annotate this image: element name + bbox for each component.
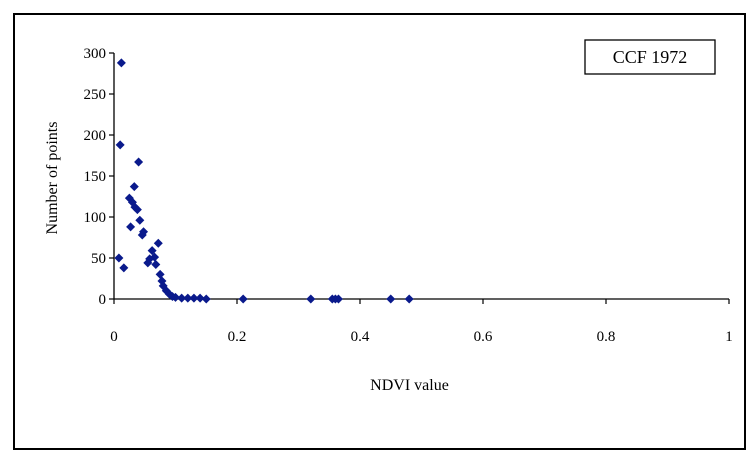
y-tick-label: 300 — [84, 46, 107, 62]
data-point — [119, 263, 129, 273]
legend-frame — [584, 39, 716, 75]
data-point — [153, 238, 163, 248]
data-point — [333, 294, 343, 304]
data-point — [171, 292, 180, 302]
data-point — [114, 253, 124, 263]
data-points — [114, 58, 414, 304]
y-axis-title: Number of points — [44, 122, 61, 235]
data-point — [201, 294, 211, 304]
y-tick-label: 100 — [84, 210, 107, 226]
chart-area: 0 50 100 150 200 250 300 0 0.2 0.4 0.6 0.8 1 NDVI va… — [13, 13, 746, 450]
data-point — [115, 140, 125, 150]
data-point — [238, 294, 248, 304]
data-point — [134, 157, 144, 167]
data-point — [189, 293, 199, 303]
axes — [113, 53, 729, 300]
y-tick-label: 150 — [84, 169, 107, 185]
data-point — [139, 227, 149, 237]
data-point — [306, 294, 316, 304]
data-point — [126, 222, 136, 232]
data-point — [151, 260, 161, 270]
data-point — [195, 293, 205, 303]
data-point — [135, 215, 145, 225]
data-point — [386, 294, 396, 304]
data-point — [132, 205, 142, 215]
x-tick-label: 0 — [110, 329, 118, 345]
data-point — [183, 293, 193, 303]
y-tick-label: 0 — [99, 292, 107, 308]
x-tick-label: 1 — [725, 329, 733, 345]
data-point — [177, 293, 187, 303]
data-point — [116, 58, 126, 68]
data-point — [147, 246, 157, 256]
scatter-plot: 0 50 100 150 200 250 300 0 0.2 0.4 0.6 0.8 1 NDVI va… — [44, 39, 733, 394]
data-point — [129, 182, 139, 192]
x-tick-label: 0.8 — [597, 329, 616, 345]
data-point — [143, 258, 153, 268]
data-point — [404, 294, 414, 304]
x-tick-label: 0.2 — [228, 329, 247, 345]
legend-label: CCF 1972 — [613, 47, 688, 67]
x-tick-label: 0.4 — [351, 329, 370, 345]
axis-ticks: 0 50 100 150 200 250 300 0 0.2 0.4 0.6 0.8 1 — [84, 46, 733, 345]
y-tick-label: 200 — [84, 128, 107, 144]
data-point — [155, 269, 165, 279]
x-tick-label: 0.6 — [474, 329, 493, 345]
data-point — [137, 230, 147, 240]
x-axis-title: NDVI value — [370, 377, 449, 394]
y-tick-label: 250 — [84, 87, 107, 103]
legend: CCF 1972 — [584, 39, 716, 75]
y-tick-label: 50 — [91, 251, 106, 267]
